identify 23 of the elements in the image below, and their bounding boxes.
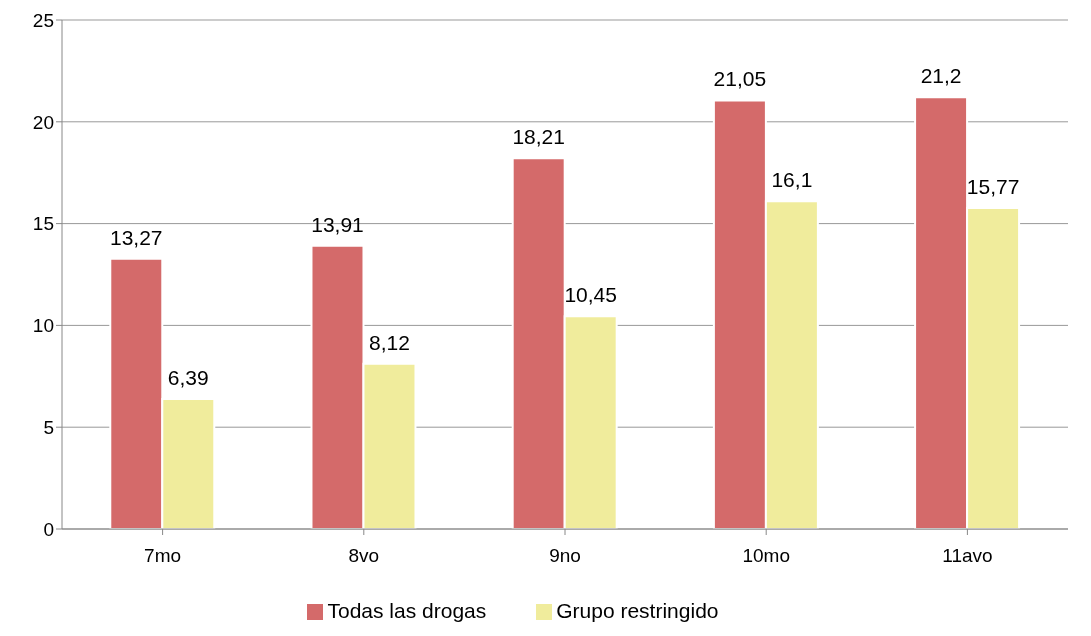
data-label: 8,12 (369, 330, 410, 354)
legend-label: Todas las drogas (327, 599, 487, 622)
x-tick-label: 8vo (348, 545, 380, 567)
data-label: 21,2 (920, 64, 962, 88)
x-tick-label: 7mo (144, 545, 182, 567)
legend-label: Grupo restringido (556, 599, 719, 622)
y-tick-label: 5 (43, 416, 54, 438)
data-label: 13,91 (311, 212, 364, 236)
data-label: 15,77 (966, 174, 1020, 198)
y-tick-label: 10 (32, 315, 54, 337)
data-label: 18,21 (512, 125, 565, 149)
data-label: 13,27 (110, 225, 163, 249)
data-label: 21,05 (713, 67, 767, 91)
x-tick-label: 10mo (742, 545, 790, 567)
y-tick-label: 15 (32, 213, 54, 235)
data-label: 10,45 (564, 283, 617, 307)
x-tick-label: 9no (549, 545, 581, 567)
y-tick-label: 20 (32, 111, 54, 133)
x-tick-label: 11avo (942, 545, 993, 567)
y-tick-label: 0 (43, 518, 54, 540)
data-label: 6,39 (167, 365, 209, 389)
y-tick-label: 25 (32, 9, 54, 31)
data-label: 16,1 (771, 168, 813, 192)
